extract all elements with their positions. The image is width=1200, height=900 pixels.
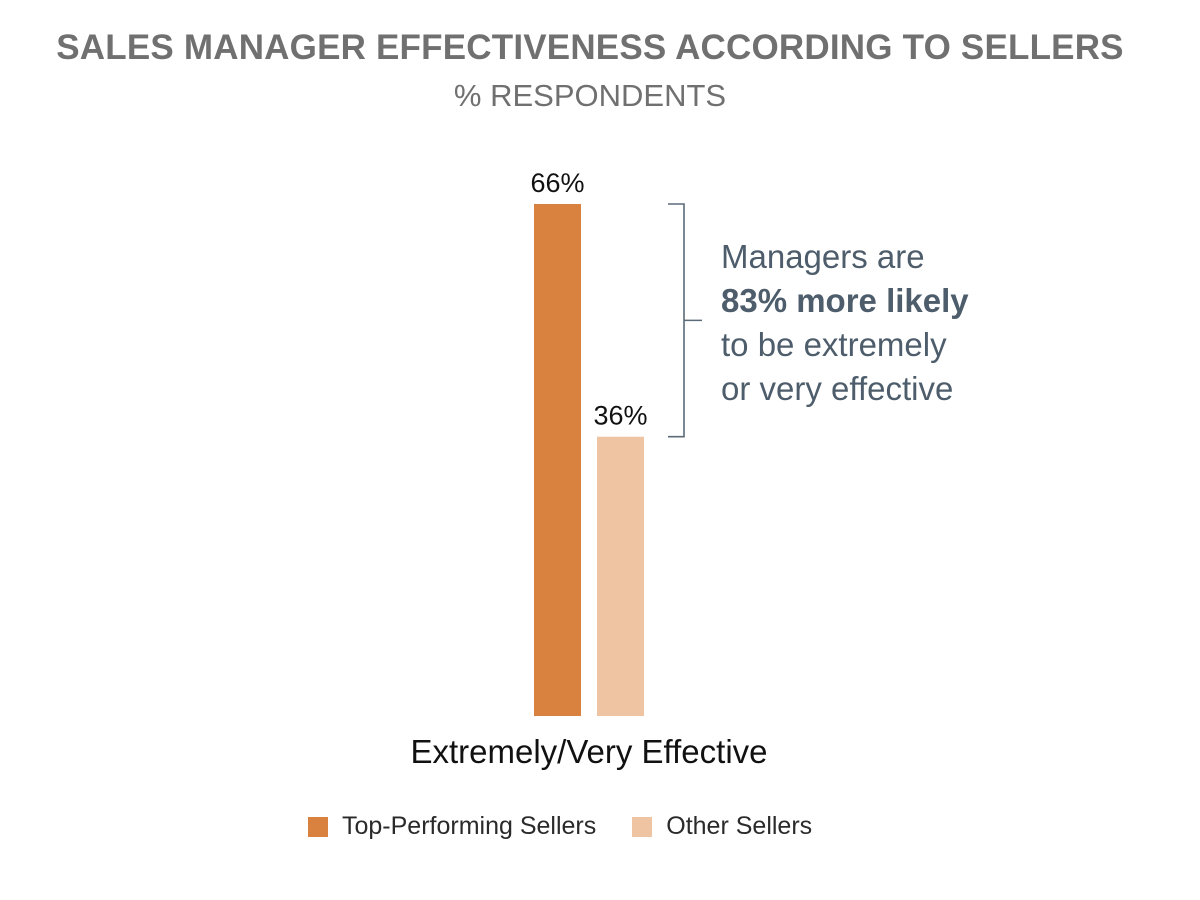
bar-other — [597, 436, 644, 716]
chart-title: SALES MANAGER EFFECTIVENESS ACCORDING TO… — [56, 28, 1124, 67]
legend-label-top-performing: Top-Performing Sellers — [342, 812, 597, 840]
callout-line-2: 83% more likely — [721, 282, 969, 319]
legend-item-other: Other Sellers — [632, 812, 812, 841]
callout-line-1: Managers are — [721, 238, 925, 275]
chart-subtitle: % RESPONDENTS — [453, 78, 727, 113]
data-label-other: 36% — [593, 401, 647, 431]
chart-legend: Top-Performing Sellers Other Sellers — [308, 812, 848, 841]
legend-label-other: Other Sellers — [666, 812, 813, 840]
callout-line-4: or very effective — [721, 370, 954, 407]
legend-item-top-performing: Top-Performing Sellers — [308, 812, 596, 841]
callout-line-3: to be extremely — [721, 326, 947, 363]
callout-annotation: Managers are 83% more likely to be extre… — [721, 235, 1041, 411]
data-label-top-performing: 66% — [530, 168, 584, 198]
legend-swatch-top-performing — [308, 816, 328, 837]
legend-swatch-other — [632, 816, 653, 837]
category-label: Extremely/Very Effective — [410, 733, 767, 770]
bar-top-performing — [534, 204, 581, 716]
comparison-bracket — [668, 203, 702, 438]
